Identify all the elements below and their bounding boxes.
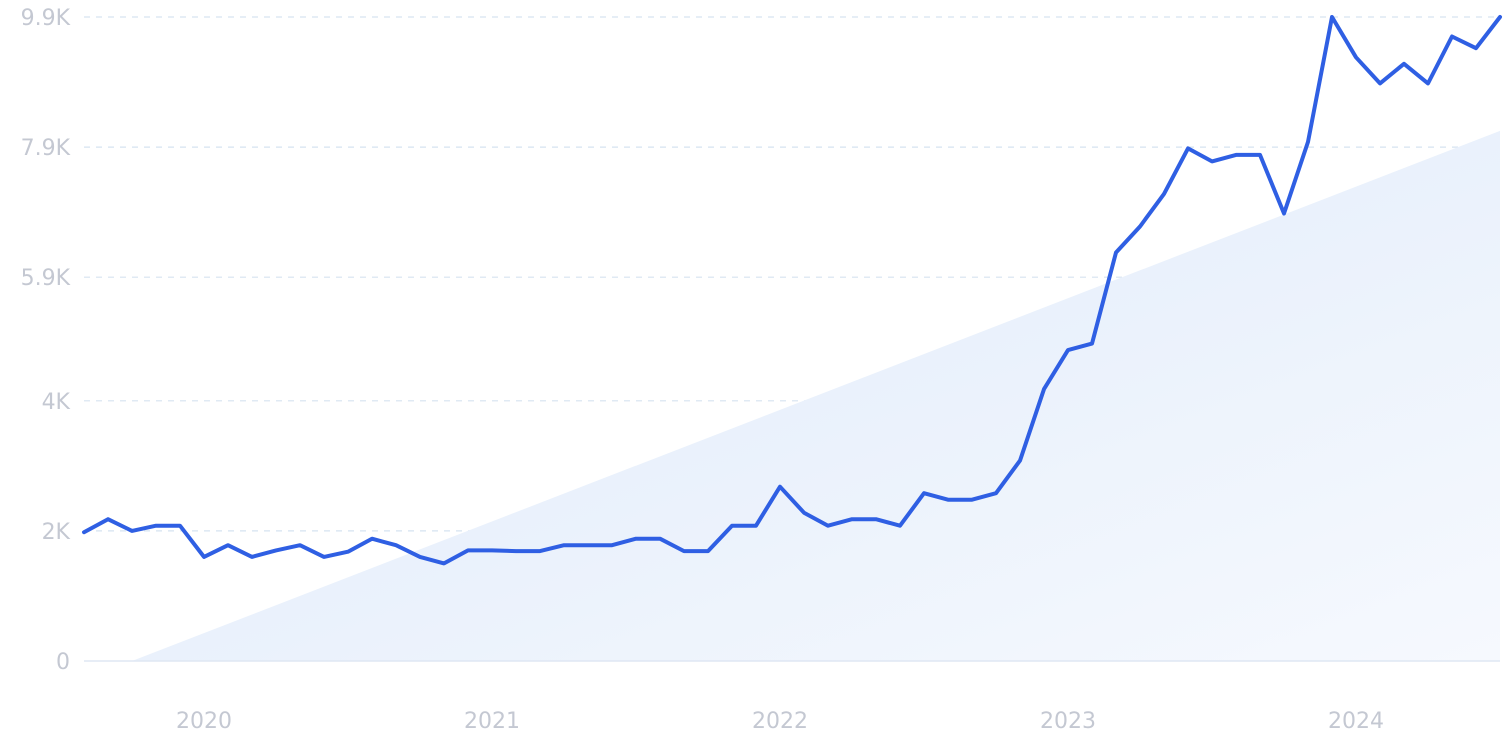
data-point [802,511,806,515]
data-point [1186,146,1190,150]
data-point [106,517,110,521]
y-tick-label: 2K [42,520,71,545]
data-point [922,491,926,495]
data-point [442,561,446,565]
x-axis-tick-labels: 2020 2021 2022 2023 2024 [176,709,1384,734]
data-point [850,517,854,521]
data-point [226,543,230,547]
y-tick-label: 9.9K [21,6,71,31]
data-point [874,517,878,521]
data-point [298,543,302,547]
data-point [1090,342,1094,346]
data-point [1330,15,1334,19]
data-point [322,555,326,559]
data-point [370,537,374,541]
data-point [730,524,734,528]
x-tick-label: 2024 [1328,709,1384,734]
data-point [946,498,950,502]
data-point [82,530,86,534]
data-point [178,524,182,528]
trend-area-layer [132,130,1500,661]
x-tick-label: 2020 [176,709,232,734]
data-point [1114,250,1118,254]
data-point [202,555,206,559]
data-point [1018,459,1022,463]
data-point [346,550,350,554]
data-point [994,491,998,495]
data-point [826,524,830,528]
data-point [1282,211,1286,215]
data-point [538,549,542,553]
y-tick-label: 4K [42,390,71,415]
x-tick-label: 2022 [752,709,808,734]
data-point [274,548,278,552]
data-point [1474,46,1478,50]
data-point [658,537,662,541]
data-point [1378,81,1382,85]
data-point [706,549,710,553]
data-point [490,548,494,552]
data-point [130,529,134,533]
series-line-layer [82,15,1502,566]
y-tick-label: 0 [56,650,70,675]
data-point [1426,81,1430,85]
data-point [1138,224,1142,228]
data-point [682,549,686,553]
data-point [1306,140,1310,144]
data-point [514,549,518,553]
data-point [610,543,614,547]
data-point [1450,35,1454,39]
data-point [1498,15,1502,19]
x-tick-label: 2023 [1040,709,1096,734]
data-point [1042,387,1046,391]
data-point [154,524,158,528]
y-axis-tick-labels: 0 2K 4K 5.9K 7.9K 9.9K [21,6,71,675]
data-point [418,555,422,559]
data-point [1402,62,1406,66]
data-point [754,524,758,528]
data-point [1354,55,1358,59]
data-point [562,543,566,547]
data-point [1234,153,1238,157]
data-point [778,485,782,489]
data-point [634,537,638,541]
x-tick-label: 2021 [464,709,520,734]
series-line [82,15,1502,566]
data-point [1210,159,1214,163]
data-point [1162,192,1166,196]
data-point [394,543,398,547]
data-point [466,548,470,552]
y-tick-label: 7.9K [21,136,71,161]
y-tick-label: 5.9K [21,266,71,291]
data-point [970,498,974,502]
data-point [1066,348,1070,352]
data-point [1258,153,1262,157]
trend-area [132,130,1500,661]
data-point [250,555,254,559]
data-point [898,524,902,528]
data-point [586,543,590,547]
